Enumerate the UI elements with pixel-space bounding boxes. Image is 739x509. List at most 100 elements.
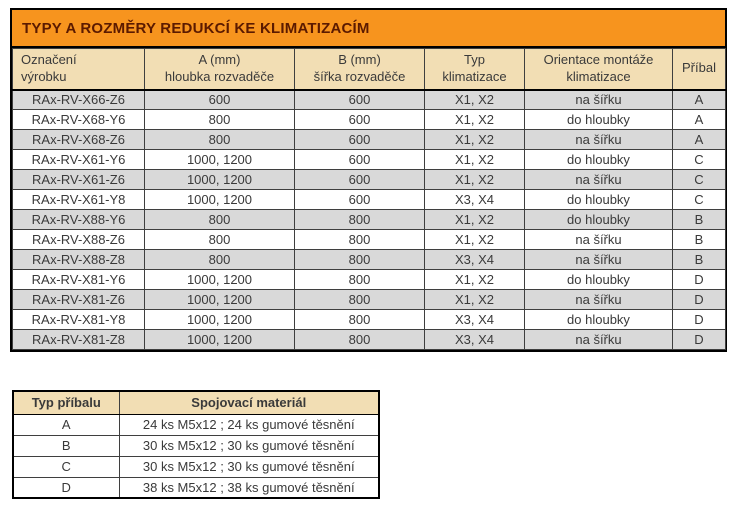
table-cell: na šířku [524,89,673,110]
table-cell: 600 [294,149,425,170]
table-row: RAx-RV-X68-Y6 800 600 X1, X2 do hloubky A [12,109,726,130]
table-cell: RAx-RV-X61-Z6 [12,169,145,190]
table-row: RAx-RV-X81-Z8 1000, 1200 800 X3, X4 na šířku… [12,329,726,350]
table-cell: 1000, 1200 [144,169,295,190]
table-cell: 30 ks M5x12 ; 30 ks gumové těsnění [118,455,380,478]
table-cell: 800 [144,129,295,150]
dimensions-table: Označení výrobku A (mm) hloubka rozvaděče B … [12,48,726,350]
table-cell: na šířku [524,169,673,190]
table-cell: 1000, 1200 [144,149,295,170]
table-cell: na šířku [524,249,673,270]
table-cell: X3, X4 [424,329,525,350]
table-cell: B [672,249,726,270]
column-header: B (mm) šířka rozvaděče [294,48,425,91]
table-cell: D [12,476,120,499]
table-cell: RAx-RV-X81-Z8 [12,329,145,350]
table-cell: D [672,309,726,330]
table-cell: na šířku [524,289,673,310]
table-cell: 600 [294,89,425,110]
table-row: C 30 ks M5x12 ; 30 ks gumové těsnění [12,455,380,478]
table-row: B 30 ks M5x12 ; 30 ks gumové těsnění [12,434,380,457]
table-cell: X1, X2 [424,289,525,310]
table-cell: C [672,169,726,190]
dimensions-table-title: TYPY A ROZMĚRY REDUKCÍ KE KLIMATIZACÍM [12,10,725,48]
table-cell: X3, X4 [424,189,525,210]
dimensions-table-body: RAx-RV-X66-Z6 600 600 X1, X2 na šířku A RAx-RV… [12,89,726,350]
table-cell: 800 [294,269,425,290]
table-cell: RAx-RV-X88-Z6 [12,229,145,250]
table-cell: 1000, 1200 [144,329,295,350]
table-cell: RAx-RV-X66-Z6 [12,89,145,110]
table-cell: A [672,89,726,110]
header-row: Označení výrobku A (mm) hloubka rozvaděče B … [12,48,726,91]
column-header: A (mm) hloubka rozvaděče [144,48,295,91]
table-cell: 800 [294,329,425,350]
table-cell: RAx-RV-X88-Y6 [12,209,145,230]
table-row: RAx-RV-X61-Y8 1000, 1200 600 X3, X4 do hloub… [12,189,726,210]
table-row: RAx-RV-X88-Y6 800 800 X1, X2 do hloubky B [12,209,726,230]
table-cell: na šířku [524,129,673,150]
column-header: Typ příbalu [12,390,120,415]
table-cell: 800 [144,229,295,250]
table-cell: 800 [294,209,425,230]
table-cell: X3, X4 [424,249,525,270]
table-cell: C [12,455,120,478]
table-cell: 800 [144,249,295,270]
table-cell: X1, X2 [424,129,525,150]
accessory-table-body: A 24 ks M5x12 ; 24 ks gumové těsnění B 30 k… [12,413,380,499]
table-cell: 800 [144,209,295,230]
table-cell: C [672,189,726,210]
table-cell: X1, X2 [424,209,525,230]
table-cell: X3, X4 [424,309,525,330]
dimensions-table-panel: TYPY A ROZMĚRY REDUKCÍ KE KLIMATIZACÍM O… [10,8,727,352]
table-cell: B [672,229,726,250]
table-cell: 1000, 1200 [144,309,295,330]
accessory-table-header: Typ příbalu Spojovací materiál [12,390,380,415]
column-header: Spojovací materiál [118,390,380,415]
table-cell: 800 [294,249,425,270]
table-row: RAx-RV-X88-Z6 800 800 X1, X2 na šířku B [12,229,726,250]
table-cell: 600 [294,109,425,130]
table-row: RAx-RV-X88-Z8 800 800 X3, X4 na šířku B [12,249,726,270]
table-row: D 38 ks M5x12 ; 38 ks gumové těsnění [12,476,380,499]
table-cell: 38 ks M5x12 ; 38 ks gumové těsnění [118,476,380,499]
table-cell: A [672,129,726,150]
dimensions-table-header: Označení výrobku A (mm) hloubka rozvaděče B … [12,48,726,91]
table-cell: 1000, 1200 [144,189,295,210]
column-header: Označení výrobku [12,48,145,91]
table-cell: RAx-RV-X61-Y8 [12,189,145,210]
table-cell: RAx-RV-X81-Y6 [12,269,145,290]
table-cell: RAx-RV-X81-Y8 [12,309,145,330]
table-cell: B [672,209,726,230]
table-cell: A [672,109,726,130]
table-row: RAx-RV-X68-Z6 800 600 X1, X2 na šířku A [12,129,726,150]
table-cell: 800 [144,109,295,130]
table-cell: 30 ks M5x12 ; 30 ks gumové těsnění [118,434,380,457]
table-cell: 600 [294,169,425,190]
table-cell: B [12,434,120,457]
header-row: Typ příbalu Spojovací materiál [12,390,380,415]
table-cell: X1, X2 [424,89,525,110]
table-cell: 600 [144,89,295,110]
table-cell: na šířku [524,229,673,250]
table-row: RAx-RV-X81-Y6 1000, 1200 800 X1, X2 do hloub… [12,269,726,290]
table-cell: D [672,289,726,310]
table-cell: RAx-RV-X68-Y6 [12,109,145,130]
table-row: RAx-RV-X66-Z6 600 600 X1, X2 na šířku A [12,89,726,110]
table-cell: na šířku [524,329,673,350]
table-cell: RAx-RV-X88-Z8 [12,249,145,270]
table-row: RAx-RV-X81-Y8 1000, 1200 800 X3, X4 do hloub… [12,309,726,330]
column-header: Typ klimatizace [424,48,525,91]
table-cell: X1, X2 [424,109,525,130]
table-cell: A [12,413,120,436]
table-row: RAx-RV-X61-Y6 1000, 1200 600 X1, X2 do hloub… [12,149,726,170]
table-cell: 800 [294,289,425,310]
table-cell: 1000, 1200 [144,269,295,290]
table-cell: X1, X2 [424,169,525,190]
table-row: RAx-RV-X61-Z6 1000, 1200 600 X1, X2 na šířku… [12,169,726,190]
table-row: A 24 ks M5x12 ; 24 ks gumové těsnění [12,413,380,436]
table-cell: do hloubky [524,269,673,290]
table-cell: do hloubky [524,209,673,230]
table-cell: 1000, 1200 [144,289,295,310]
